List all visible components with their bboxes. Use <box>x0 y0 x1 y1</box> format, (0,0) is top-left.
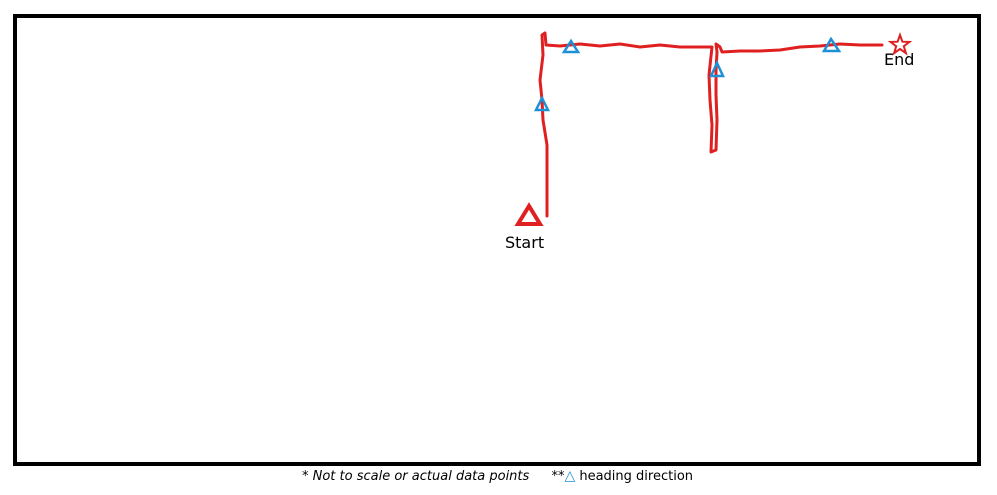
heading-triangle-icon <box>561 38 581 54</box>
route-path <box>538 31 884 218</box>
heading-triangle-icon <box>709 60 725 78</box>
scale-disclaimer: * Not to scale or actual data points <box>302 469 530 484</box>
end-label: End <box>884 50 915 69</box>
start-triangle-icon <box>514 202 544 226</box>
footnote: * Not to scale or actual data points **△… <box>302 468 693 484</box>
diagram-frame <box>13 14 981 466</box>
legend-text: heading direction <box>575 469 694 484</box>
end-star-icon <box>887 32 913 56</box>
legend-prefix: ** <box>551 469 565 484</box>
legend: **△ heading direction <box>551 468 694 484</box>
start-label: Start <box>505 233 545 252</box>
heading-legend-icon: △ <box>564 468 576 484</box>
heading-triangle-icon <box>533 95 551 112</box>
heading-triangle-icon <box>821 36 842 53</box>
